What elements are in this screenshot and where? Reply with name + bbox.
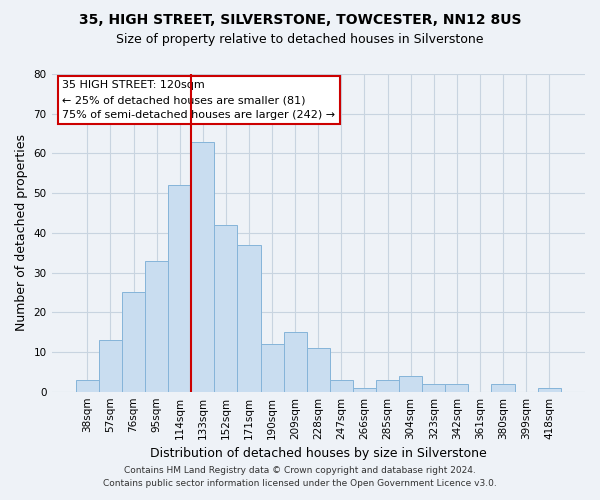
Text: 35 HIGH STREET: 120sqm
← 25% of detached houses are smaller (81)
75% of semi-det: 35 HIGH STREET: 120sqm ← 25% of detached… <box>62 80 335 120</box>
Bar <box>376 380 399 392</box>
Bar <box>330 380 353 392</box>
Bar <box>422 384 445 392</box>
Bar <box>284 332 307 392</box>
Bar <box>538 388 561 392</box>
Bar <box>122 292 145 392</box>
Text: 35, HIGH STREET, SILVERSTONE, TOWCESTER, NN12 8US: 35, HIGH STREET, SILVERSTONE, TOWCESTER,… <box>79 12 521 26</box>
Bar <box>399 376 422 392</box>
Bar <box>145 260 168 392</box>
Bar <box>168 185 191 392</box>
X-axis label: Distribution of detached houses by size in Silverstone: Distribution of detached houses by size … <box>150 447 487 460</box>
Bar <box>260 344 284 392</box>
Text: Size of property relative to detached houses in Silverstone: Size of property relative to detached ho… <box>116 32 484 46</box>
Bar <box>445 384 469 392</box>
Bar <box>76 380 99 392</box>
Bar <box>191 142 214 392</box>
Text: Contains HM Land Registry data © Crown copyright and database right 2024.
Contai: Contains HM Land Registry data © Crown c… <box>103 466 497 487</box>
Bar <box>238 245 260 392</box>
Bar <box>491 384 515 392</box>
Bar <box>99 340 122 392</box>
Bar <box>214 225 238 392</box>
Bar <box>307 348 330 392</box>
Bar <box>353 388 376 392</box>
Y-axis label: Number of detached properties: Number of detached properties <box>15 134 28 332</box>
